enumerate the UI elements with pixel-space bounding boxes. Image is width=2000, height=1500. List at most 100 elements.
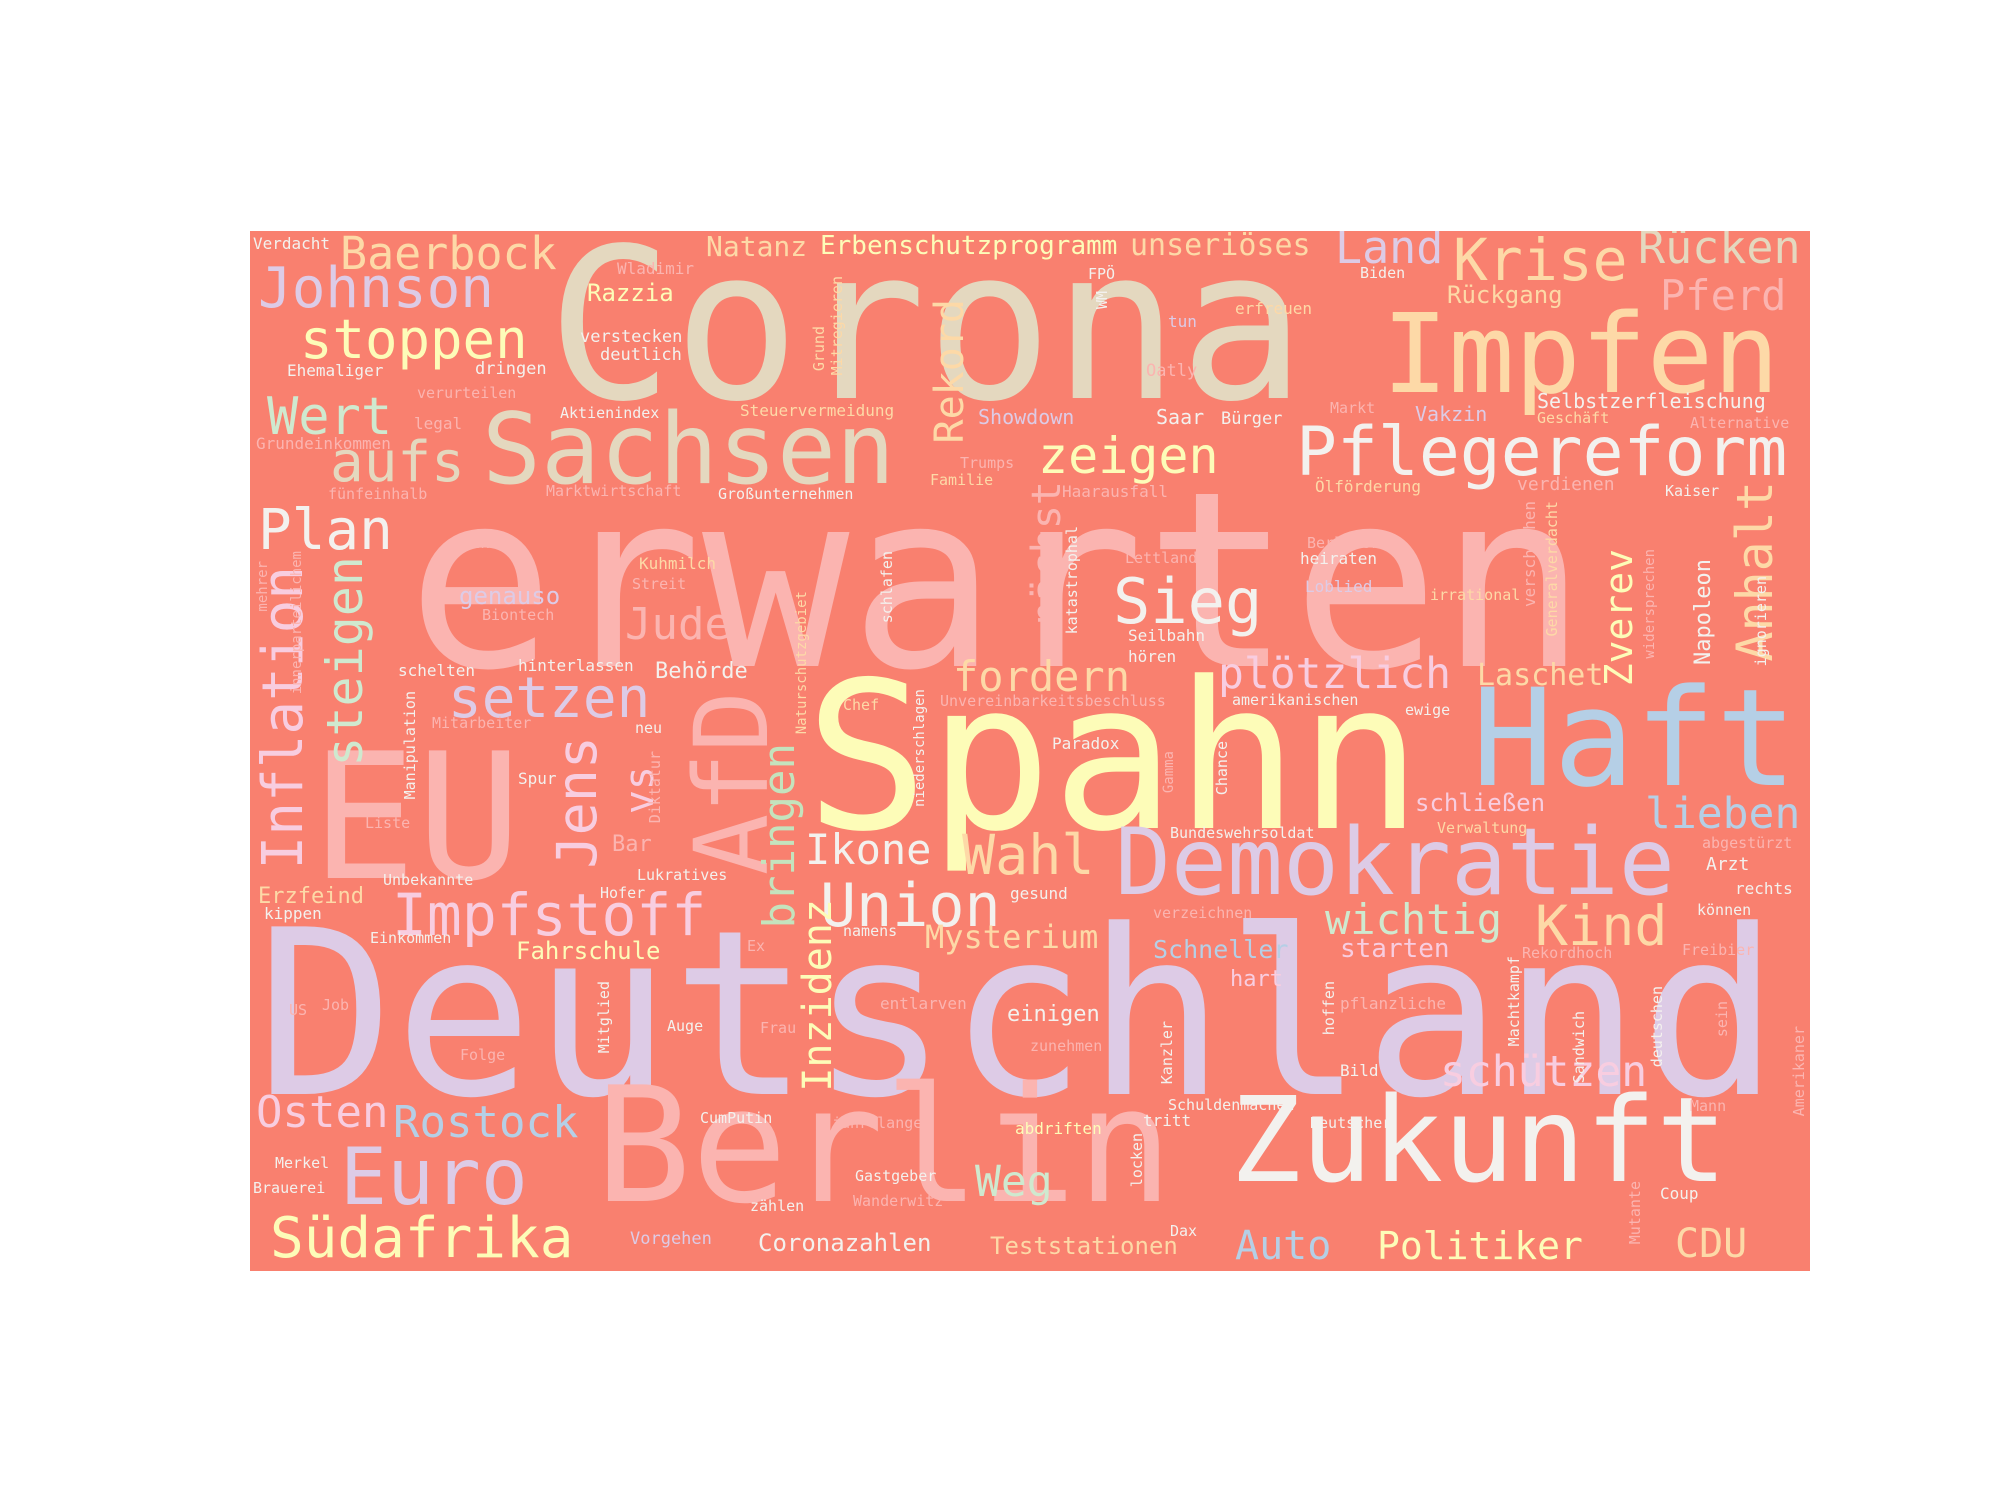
word-deutschland: Deutschland bbox=[256, 882, 1780, 1149]
word-hart: hart bbox=[1230, 967, 1283, 992]
word-pferd: Pferd bbox=[1660, 271, 1787, 320]
word-manipulation: Manipulation bbox=[401, 691, 419, 800]
word-jahrelange: jahrelange bbox=[832, 1114, 923, 1132]
word-fordern: fordern bbox=[953, 652, 1131, 701]
word-sandwich: Sandwich bbox=[1570, 1011, 1588, 1084]
word-krise: Krise bbox=[1453, 231, 1628, 294]
word-paradox: Paradox bbox=[1052, 734, 1120, 753]
word-verdacht: Verdacht bbox=[253, 234, 331, 253]
word-namens: namens bbox=[843, 922, 898, 940]
word-osten: Osten bbox=[256, 1087, 389, 1138]
word-schneller: Schneller bbox=[1153, 935, 1289, 964]
word-attentat: Attentat bbox=[1167, 531, 1245, 550]
word-aktienindex: Aktienindex bbox=[560, 404, 660, 422]
word-hoeren: hören bbox=[1128, 647, 1177, 666]
word-diktatur: Diktatur bbox=[646, 751, 664, 824]
word-weg: Weg bbox=[975, 1157, 1053, 1207]
word-frau: Frau bbox=[760, 1019, 797, 1037]
word-mitarbeiter: Mitarbeiter bbox=[432, 714, 532, 732]
word-gastgeber: Gastgeber bbox=[855, 1167, 937, 1185]
word-wm: WM bbox=[1093, 291, 1111, 310]
word-liste: Liste bbox=[365, 814, 411, 832]
word-zunehmen: zunehmen bbox=[1030, 1037, 1103, 1055]
word-schuetzen: schützen bbox=[1440, 1047, 1648, 1097]
word-rostock: Rostock bbox=[393, 1097, 579, 1148]
word-biden: Biden bbox=[1360, 264, 1406, 282]
word-auge: Auge bbox=[667, 1017, 704, 1035]
word-streit: Streit bbox=[632, 575, 687, 593]
word-razzia: Razzia bbox=[587, 279, 674, 307]
word-ex: Ex bbox=[747, 937, 766, 955]
word-rueckgang: Rückgang bbox=[1447, 281, 1563, 309]
word-brauerei: Brauerei bbox=[253, 1179, 326, 1197]
word-seilbahn: Seilbahn bbox=[1128, 626, 1206, 645]
word-widersprechen: widersprechen bbox=[1642, 549, 1658, 659]
word-berliner: Berliner bbox=[1307, 534, 1380, 552]
word-wanderwitz: Wanderwitz bbox=[853, 1192, 944, 1210]
word-mysterium: Mysterium bbox=[925, 918, 1099, 956]
word-steuervermeidung: Steuervermeidung bbox=[740, 401, 895, 420]
word-marktwirtschaft: Marktwirtschaft bbox=[546, 482, 682, 500]
word-unserioeses: unseriöses bbox=[1130, 231, 1311, 263]
word-starten: starten bbox=[1340, 934, 1450, 964]
word-hinterlassen: hinterlassen bbox=[518, 656, 634, 675]
word-pflanzliche: pflanzliche bbox=[1340, 994, 1446, 1013]
word-behoerde: Behörde bbox=[655, 659, 748, 684]
word-demokratie: Demokratie bbox=[1115, 808, 1675, 916]
word-ploetzlich: plötzlich bbox=[1218, 649, 1451, 699]
word-laschet: Laschet bbox=[1477, 658, 1604, 693]
word-amerikanischen: amerikanischen bbox=[1232, 691, 1359, 709]
word-buerger: Bürger bbox=[1221, 409, 1283, 429]
word-showdown: Showdown bbox=[978, 405, 1075, 429]
word-haft: Haft bbox=[1472, 660, 1798, 817]
word-neu: neu bbox=[635, 719, 663, 737]
word-erzfeind: Erzfeind bbox=[258, 884, 364, 909]
word-lettland: Lettland bbox=[1125, 549, 1198, 567]
word-natanz: Natanz bbox=[706, 231, 808, 263]
word-fpoe: FPÖ bbox=[1088, 265, 1116, 283]
word-heiraten: heiraten bbox=[1300, 549, 1378, 568]
word-schliessen: schließen bbox=[1415, 789, 1546, 817]
word-hofer: Hofer bbox=[600, 884, 646, 902]
word-merkel: Merkel bbox=[275, 1154, 330, 1172]
word-schelten: schelten bbox=[398, 661, 476, 680]
word-cdu: CDU bbox=[1675, 1221, 1748, 1267]
word-fuenfeinhalb: fünfeinhalb bbox=[328, 485, 428, 503]
word-steigen: steigen bbox=[316, 556, 374, 767]
word-mutante: Mutante bbox=[1626, 1181, 1644, 1245]
word-napoleon: Napoleon bbox=[1691, 559, 1716, 665]
word-verzeichnen: verzeichnen bbox=[1153, 904, 1253, 922]
word-mitregieren: Mitregieren bbox=[828, 276, 846, 376]
word-job: Job bbox=[322, 996, 350, 1014]
word-corona: Corona bbox=[547, 231, 1306, 448]
word-genauso: genauso bbox=[459, 582, 561, 610]
word-bild: Bild bbox=[1340, 1061, 1379, 1080]
word-auto: Auto bbox=[1235, 1223, 1332, 1269]
word-impfen: Impfen bbox=[1382, 290, 1780, 418]
word-schuldenmachen: Schuldenmachen bbox=[1168, 1096, 1295, 1114]
word-bundeswehrsoldat: Bundeswehrsoldat bbox=[1170, 824, 1315, 842]
word-zaehlen: zählen bbox=[750, 1197, 805, 1215]
word-cloud: Corona erwarten Deutschland Spahn Berlin… bbox=[250, 231, 1810, 1271]
word-fahrschule: Fahrschule bbox=[516, 937, 661, 965]
word-euro: Euro bbox=[340, 1133, 528, 1223]
word-abgestuerzt: abgestürzt bbox=[1702, 834, 1793, 852]
word-koennen: können bbox=[1697, 901, 1752, 919]
word-bar: Bar bbox=[612, 832, 652, 857]
word-verschmaehen: verschmähen bbox=[1520, 501, 1539, 607]
word-ikone: Ikone bbox=[805, 825, 932, 874]
word-tritt: tritt bbox=[1143, 1111, 1192, 1130]
word-jens: Jens bbox=[545, 736, 609, 869]
word-ewige: ewige bbox=[1405, 701, 1451, 719]
word-selbstzerfleischung: Selbstzerfleischung bbox=[1537, 389, 1766, 413]
word-us: US bbox=[289, 1001, 308, 1019]
word-lieben: lieben bbox=[1645, 789, 1801, 839]
word-unvereinbarkeitsbeschluss: Unvereinbarkeitsbeschluss bbox=[940, 692, 1166, 710]
word-eu: EU bbox=[311, 717, 522, 920]
word-einkommen: Einkommen bbox=[370, 929, 452, 947]
word-politiker: Politiker bbox=[1377, 1224, 1583, 1268]
word-biontech: Biontech bbox=[482, 606, 555, 624]
word-familie: Familie bbox=[930, 471, 994, 489]
word-ehemaliger: Ehemaliger bbox=[287, 361, 384, 380]
word-zeigen: zeigen bbox=[1038, 427, 1219, 485]
